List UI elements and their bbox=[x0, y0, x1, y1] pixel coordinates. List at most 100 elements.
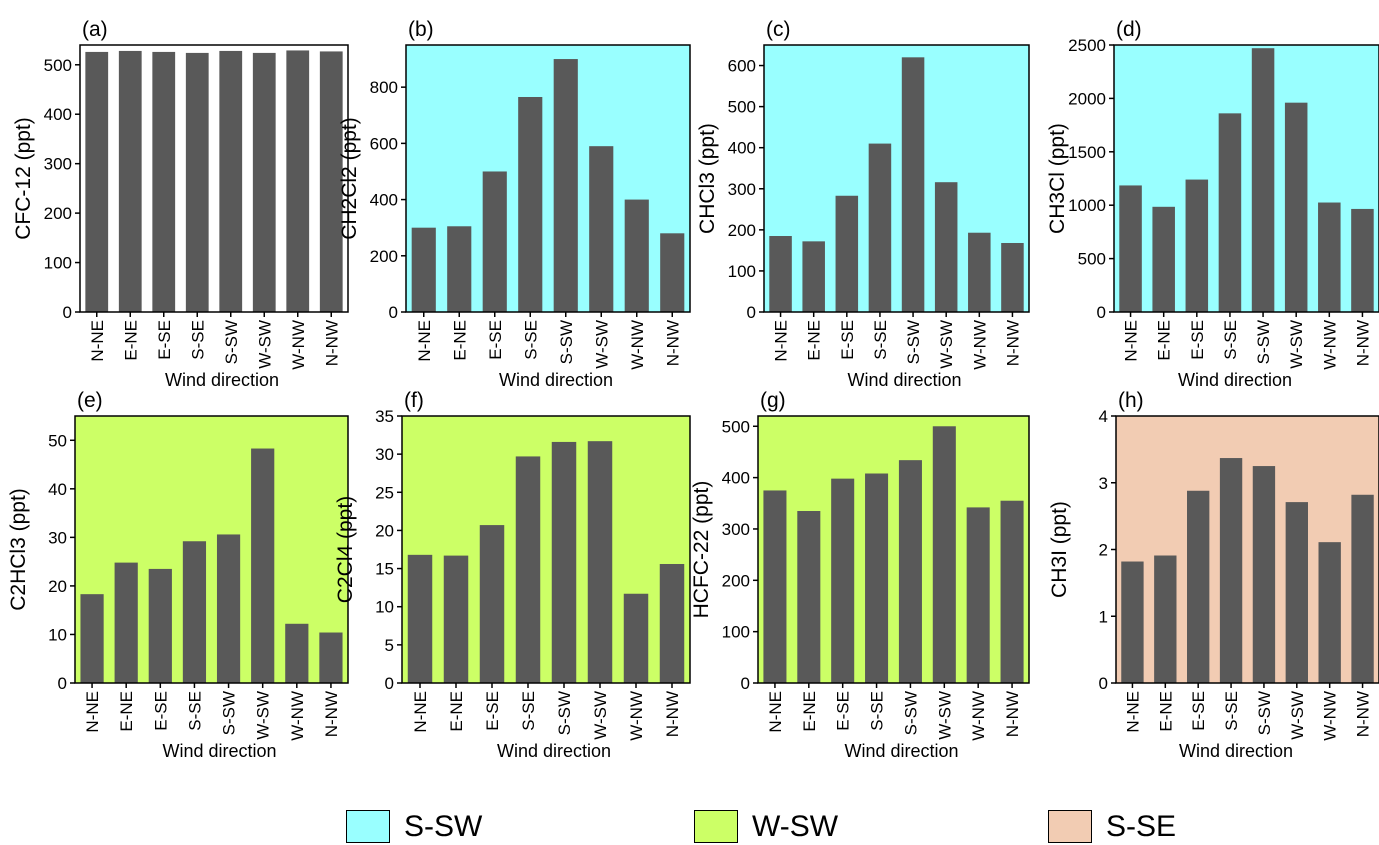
x-tick-label: S-SW bbox=[1254, 320, 1273, 364]
x-axis-title: Wind direction bbox=[1179, 741, 1293, 761]
y-tick-label: 40 bbox=[48, 480, 67, 499]
x-tick-label: N-NW bbox=[663, 320, 682, 366]
bar bbox=[1252, 466, 1276, 683]
bar bbox=[968, 232, 991, 312]
x-tick-label: N-NW bbox=[1003, 691, 1022, 737]
bar bbox=[1251, 48, 1275, 312]
panel-label: (c) bbox=[766, 18, 791, 41]
x-tick-label: W-NW bbox=[970, 320, 989, 370]
y-tick-label: 400 bbox=[370, 191, 398, 210]
y-tick-label: 300 bbox=[44, 155, 72, 174]
bar bbox=[319, 632, 343, 683]
y-tick-label: 10 bbox=[375, 598, 394, 617]
x-tick-label: W-NW bbox=[1321, 691, 1340, 741]
y-axis-title: C2HCl3 (ppt) bbox=[7, 488, 30, 611]
plot-frame bbox=[763, 44, 1030, 313]
x-tick-label: E-SE bbox=[155, 320, 174, 360]
bar bbox=[966, 507, 990, 683]
x-tick-label: E-NE bbox=[1155, 320, 1174, 361]
y-axis-title: CHCl3 (ppt) bbox=[696, 123, 719, 234]
x-tick-label: N-NW bbox=[1003, 320, 1022, 366]
y-tick-label: 0 bbox=[58, 674, 67, 693]
x-tick-label: S-SW bbox=[557, 320, 576, 364]
x-tick-label: E-NE bbox=[450, 320, 469, 361]
x-axis-title: Wind direction bbox=[162, 741, 276, 761]
x-tick-label: N-NW bbox=[322, 320, 341, 366]
y-tick-label: 100 bbox=[728, 262, 756, 281]
bar bbox=[831, 478, 855, 683]
y-tick-label: 2 bbox=[1099, 541, 1108, 560]
y-tick-label: 0 bbox=[1099, 674, 1108, 693]
bar bbox=[515, 456, 541, 683]
panel-label: (a) bbox=[82, 18, 108, 41]
y-tick-label: 5 bbox=[385, 636, 394, 655]
x-tick-label: W-SW bbox=[1288, 691, 1307, 740]
bar bbox=[769, 236, 792, 312]
x-tick-label: N-NE bbox=[83, 691, 102, 733]
y-tick-label: 400 bbox=[44, 105, 72, 124]
x-tick-label: S-SW bbox=[555, 691, 574, 735]
bar bbox=[1351, 208, 1374, 312]
bar bbox=[80, 594, 104, 683]
y-tick-label: 35 bbox=[375, 407, 394, 426]
x-tick-label: W-SW bbox=[591, 691, 610, 740]
x-tick-label: S-SE bbox=[871, 320, 890, 360]
y-tick-label: 10 bbox=[48, 625, 67, 644]
x-tick-label: S-SW bbox=[901, 691, 920, 735]
y-tick-label: 500 bbox=[44, 56, 72, 75]
y-tick-label: 500 bbox=[1078, 250, 1106, 269]
y-tick-label: 100 bbox=[722, 623, 750, 642]
y-tick-label: 20 bbox=[48, 577, 67, 596]
bar bbox=[252, 52, 276, 313]
bar bbox=[868, 143, 892, 312]
x-tick-label: S-SE bbox=[519, 691, 538, 731]
y-tick-label: 100 bbox=[44, 254, 72, 273]
y-tick-label: 1 bbox=[1099, 607, 1108, 626]
bar bbox=[482, 171, 507, 312]
x-tick-label: N-NE bbox=[772, 320, 791, 362]
bar bbox=[865, 473, 889, 683]
bar bbox=[518, 96, 543, 312]
x-tick-label: W-NW bbox=[289, 320, 308, 370]
x-tick-label: N-NE bbox=[1123, 691, 1142, 733]
x-tick-label: W-NW bbox=[628, 320, 647, 370]
bar bbox=[553, 59, 578, 313]
legend-swatch-w-sw bbox=[694, 810, 738, 843]
y-tick-label: 400 bbox=[728, 139, 756, 158]
bar bbox=[447, 226, 472, 312]
x-tick-label: S-SE bbox=[1221, 320, 1240, 360]
bar bbox=[182, 541, 207, 683]
x-axis-title: Wind direction bbox=[1178, 370, 1292, 390]
plot-frame bbox=[405, 44, 691, 313]
panel-label: (f) bbox=[404, 389, 424, 412]
bar bbox=[286, 50, 310, 312]
bar bbox=[551, 441, 577, 683]
x-tick-label: N-NW bbox=[663, 691, 682, 737]
x-tick-label: E-SE bbox=[834, 691, 853, 731]
bar bbox=[932, 426, 956, 683]
y-tick-label: 500 bbox=[728, 98, 756, 117]
x-axis-title: Wind direction bbox=[844, 741, 958, 761]
bar bbox=[623, 593, 649, 683]
legend-swatch-s-sw bbox=[346, 810, 390, 843]
x-tick-label: S-SW bbox=[904, 320, 923, 364]
y-tick-label: 30 bbox=[375, 445, 394, 464]
y-tick-label: 600 bbox=[728, 57, 756, 76]
y-tick-label: 2000 bbox=[1068, 89, 1106, 108]
legend-item-s-se: S-SE bbox=[1048, 808, 1176, 845]
panel-label: (h) bbox=[1118, 389, 1144, 412]
bar bbox=[319, 51, 343, 313]
y-tick-label: 500 bbox=[722, 417, 750, 436]
legend-label-w-sw: W-SW bbox=[752, 809, 839, 843]
bar bbox=[152, 51, 176, 313]
bar bbox=[1185, 179, 1209, 312]
plot-frame bbox=[401, 415, 691, 684]
bar bbox=[216, 534, 241, 683]
x-tick-label: N-NW bbox=[322, 691, 341, 737]
y-tick-label: 0 bbox=[747, 303, 756, 322]
bar bbox=[1152, 206, 1175, 312]
x-tick-label: S-SE bbox=[1222, 691, 1241, 731]
bar bbox=[1187, 490, 1210, 683]
x-tick-label: E-NE bbox=[805, 320, 824, 361]
y-tick-label: 800 bbox=[370, 78, 398, 97]
